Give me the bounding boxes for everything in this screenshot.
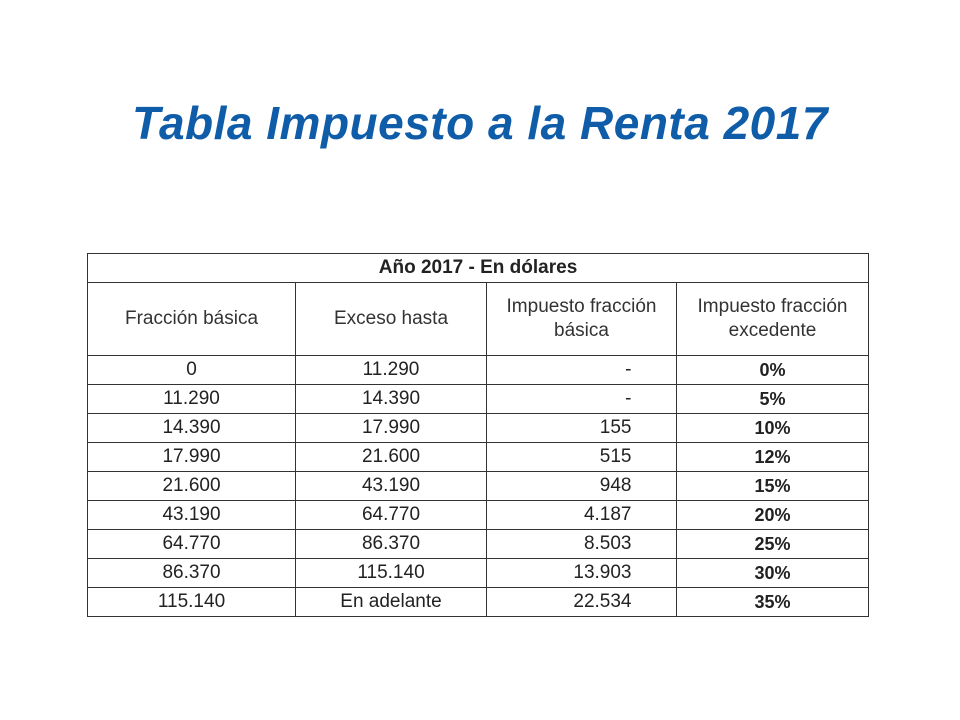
table-row: 64.770 86.370 8.503 25% — [87, 529, 870, 559]
table-row: 11.290 14.390 - 5% — [87, 384, 870, 414]
cell-fraccion-basica: 43.190 — [87, 500, 296, 530]
cell-exceso-hasta: 11.290 — [295, 355, 487, 385]
table-row: 21.600 43.190 948 15% — [87, 471, 870, 501]
tax-table-container: Año 2017 - En dólares Fracción básica Ex… — [86, 253, 870, 617]
table-row: 115.140 En adelante 22.534 35% — [87, 587, 870, 617]
cell-impuesto-fraccion-excedente: 10% — [675, 413, 870, 443]
cell-fraccion-basica: 17.990 — [87, 442, 296, 472]
cell-value: - — [625, 388, 632, 409]
cell-impuesto-fraccion-excedente: 5% — [675, 384, 870, 414]
cell-impuesto-fraccion-excedente: 20% — [675, 500, 870, 530]
cell-value: 22.534 — [573, 591, 632, 612]
column-header-impuesto-fraccion-basica: Impuesto fracción básica — [486, 282, 677, 356]
tax-table: Año 2017 - En dólares Fracción básica Ex… — [86, 253, 870, 617]
cell-value: - — [625, 359, 632, 380]
cell-exceso-hasta: 86.370 — [295, 529, 487, 559]
cell-impuesto-fraccion-basica: - — [486, 384, 677, 414]
table-header-row: Fracción básica Exceso hasta Impuesto fr… — [87, 282, 870, 356]
cell-value: 948 — [599, 475, 632, 496]
cell-fraccion-basica: 21.600 — [87, 471, 296, 501]
cell-exceso-hasta: 17.990 — [295, 413, 487, 443]
cell-value: 4.187 — [583, 504, 632, 525]
cell-impuesto-fraccion-excedente: 0% — [675, 355, 870, 385]
cell-exceso-hasta: 14.390 — [295, 384, 487, 414]
cell-fraccion-basica: 86.370 — [87, 558, 296, 588]
page-title: Tabla Impuesto a la Renta 2017 — [132, 97, 828, 149]
cell-impuesto-fraccion-excedente: 15% — [675, 471, 870, 501]
column-header-exceso-hasta: Exceso hasta — [295, 282, 487, 356]
cell-value: 13.903 — [573, 562, 632, 583]
cell-impuesto-fraccion-excedente: 30% — [675, 558, 870, 588]
cell-impuesto-fraccion-basica: 8.503 — [486, 529, 677, 559]
cell-impuesto-fraccion-excedente: 35% — [675, 587, 870, 617]
cell-fraccion-basica: 64.770 — [87, 529, 296, 559]
cell-fraccion-basica: 14.390 — [87, 413, 296, 443]
table-row: 17.990 21.600 515 12% — [87, 442, 870, 472]
column-header-fraccion-basica: Fracción básica — [87, 282, 296, 356]
table-body: 0 11.290-0% 11.290 14.390-5% 14.390 17.990 155… — [87, 355, 870, 617]
cell-exceso-hasta: En adelante — [295, 587, 487, 617]
table-row: 0 11.290 - 0% — [87, 355, 870, 385]
cell-impuesto-fraccion-basica: 515 — [486, 442, 677, 472]
cell-exceso-hasta: 64.770 — [295, 500, 487, 530]
cell-fraccion-basica: 115.140 — [87, 587, 296, 617]
cell-impuesto-fraccion-basica: 22.534 — [486, 587, 677, 617]
cell-impuesto-fraccion-basica: 4.187 — [486, 500, 677, 530]
cell-fraccion-basica: 0 — [87, 355, 296, 385]
table-row: 43.190 64.770 4.187 20% — [87, 500, 870, 530]
cell-impuesto-fraccion-basica: 155 — [486, 413, 677, 443]
column-header-impuesto-fraccion-excedente: Impuesto fracción excedente — [675, 282, 870, 356]
table-row: 86.370 115.140 13.903 30% — [87, 558, 870, 588]
cell-impuesto-fraccion-excedente: 25% — [675, 529, 870, 559]
cell-value: 8.503 — [583, 533, 632, 554]
cell-impuesto-fraccion-basica: 948 — [486, 471, 677, 501]
cell-impuesto-fraccion-excedente: 12% — [675, 442, 870, 472]
table-row: 14.390 17.990 155 10% — [87, 413, 870, 443]
cell-exceso-hasta: 21.600 — [295, 442, 487, 472]
cell-impuesto-fraccion-basica: 13.903 — [486, 558, 677, 588]
cell-value: 515 — [599, 446, 632, 467]
cell-exceso-hasta: 43.190 — [295, 471, 487, 501]
cell-impuesto-fraccion-basica: - — [486, 355, 677, 385]
cell-exceso-hasta: 115.140 — [295, 558, 487, 588]
cell-fraccion-basica: 11.290 — [87, 384, 296, 414]
table-caption: Año 2017 - En dólares — [86, 253, 870, 283]
cell-value: 155 — [599, 417, 632, 438]
